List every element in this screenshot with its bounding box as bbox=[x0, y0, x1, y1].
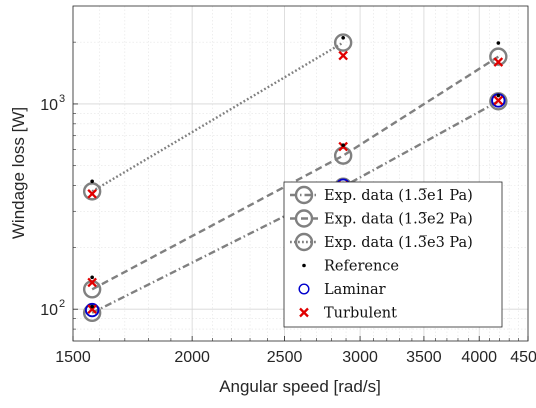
turbulent-point bbox=[493, 57, 504, 67]
legend-marker bbox=[294, 232, 314, 252]
exp-data-point bbox=[489, 47, 508, 66]
legend-label: Exp. data (1.3̅e2 Pa) bbox=[324, 212, 473, 228]
legend-label: Turbulent bbox=[324, 306, 397, 322]
laminar-point bbox=[84, 302, 100, 318]
legend-label: Exp. data (1.3̅e1 Pa) bbox=[324, 188, 473, 204]
turbulent-point bbox=[493, 95, 504, 106]
y-tick-exponent: 3 bbox=[59, 93, 65, 105]
x-tick-label: 3500 bbox=[406, 349, 442, 366]
reference-point bbox=[90, 275, 94, 280]
reference-point bbox=[496, 93, 501, 98]
series-markers bbox=[82, 33, 508, 323]
y-axis-label: Windage loss [W] bbox=[9, 107, 28, 239]
legend: Exp. data (1.3̅e1 Pa) Exp. data (1.3̅e2 P… bbox=[283, 181, 503, 328]
series-line bbox=[91, 55, 499, 291]
y-tick-exponent: 2 bbox=[59, 298, 65, 310]
legend-label: Exp. data (1.3̅e3 Pa) bbox=[324, 235, 473, 251]
legend-marker bbox=[298, 283, 310, 295]
exp-data-point bbox=[82, 182, 102, 201]
legend-label: Reference bbox=[324, 259, 399, 275]
reference-point bbox=[341, 35, 345, 40]
x-axis-label: Angular speed [rad/s] bbox=[219, 377, 381, 396]
reference-point bbox=[496, 41, 501, 45]
turbulent-point bbox=[87, 277, 97, 288]
plot-border bbox=[72, 5, 529, 342]
series-line bbox=[91, 41, 344, 193]
legend-label: Laminar bbox=[324, 282, 386, 298]
x-tick-label: 4000 bbox=[461, 349, 497, 366]
x-tick-label: 1500 bbox=[55, 349, 91, 366]
reference-point bbox=[90, 179, 94, 184]
turbulent-point bbox=[338, 50, 348, 61]
x-tick-label: 3000 bbox=[342, 349, 378, 366]
x-tick-label: 2500 bbox=[267, 349, 303, 366]
reference-point bbox=[90, 304, 94, 309]
x-tick-label: 4500 bbox=[510, 349, 536, 366]
reference-point bbox=[341, 143, 345, 147]
turbulent-point bbox=[87, 188, 97, 199]
x-tick-label: 2000 bbox=[174, 349, 210, 366]
legend-marker bbox=[294, 209, 314, 228]
exp-data-point bbox=[333, 33, 353, 52]
legend-box bbox=[283, 181, 503, 328]
tick-labels: 1500200025003000350040004500102103 bbox=[40, 93, 536, 366]
legend-marker bbox=[302, 263, 306, 268]
legend-marker bbox=[294, 185, 314, 205]
y-tick-label: 10 bbox=[40, 302, 58, 319]
y-tick-label: 10 bbox=[40, 97, 58, 114]
legend-marker bbox=[299, 307, 309, 318]
turbulent-point bbox=[87, 304, 97, 315]
